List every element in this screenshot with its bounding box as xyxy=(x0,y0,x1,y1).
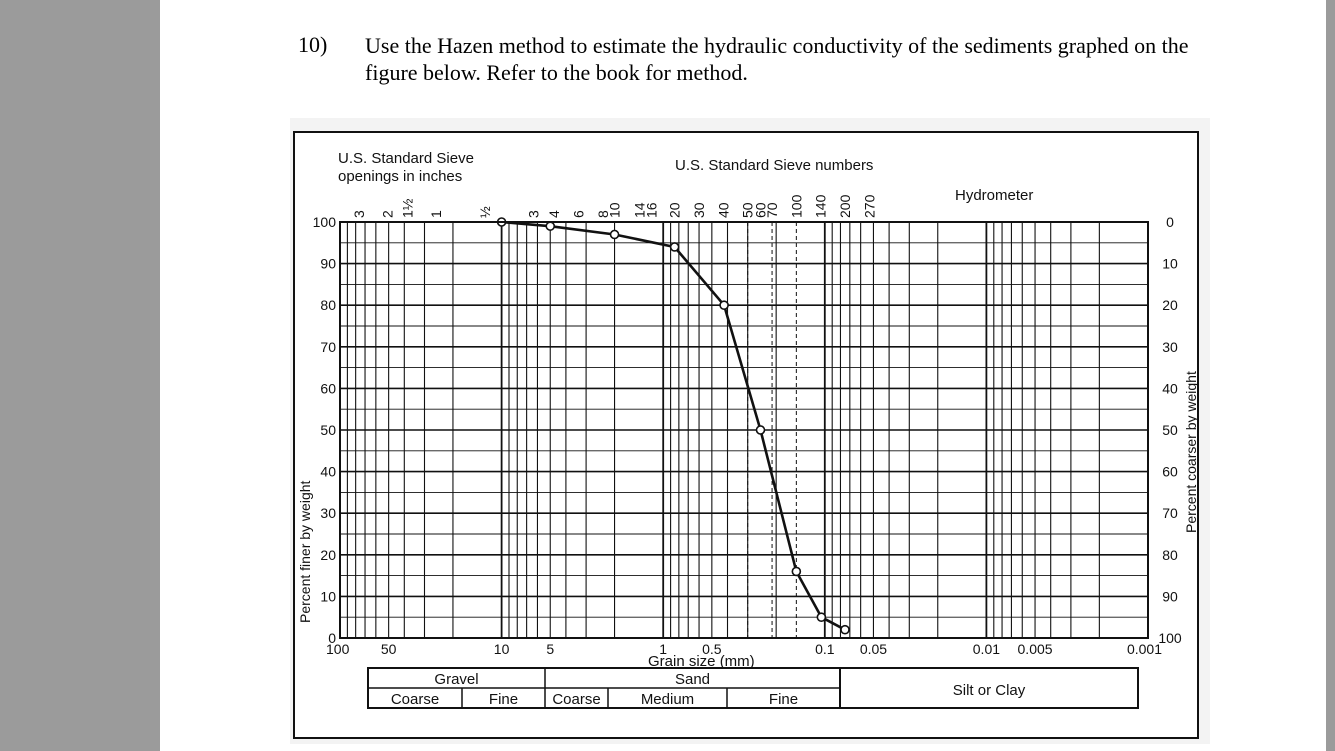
top-center-label: U.S. Standard Sieve numbers xyxy=(675,157,873,174)
gravel-fine-label: Fine xyxy=(489,691,518,708)
chart-grid xyxy=(339,221,1149,639)
y-left-tick-label: 80 xyxy=(320,297,336,313)
data-point xyxy=(816,612,827,623)
silt-clay-label: Silt or Clay xyxy=(953,682,1026,699)
y-right-tick-label: 100 xyxy=(1158,630,1182,646)
sieve-number-label: 60 xyxy=(752,202,768,218)
data-point xyxy=(791,566,802,577)
sieve-number-label: 14 xyxy=(632,202,648,218)
grain-size-distribution-figure: U.S. Standard Sieve openings in inches U… xyxy=(290,118,1210,744)
y-right-tick-label: 60 xyxy=(1162,464,1178,480)
y-right-tick-label: 70 xyxy=(1162,505,1178,521)
y-left-tick-label: 20 xyxy=(320,547,336,563)
sieve-number-label: 140 xyxy=(813,194,829,218)
sieve-number-label: 10 xyxy=(607,202,623,218)
sieve-number-label: 40 xyxy=(715,202,731,218)
y-left-tick-label: 90 xyxy=(320,256,336,272)
top-left-label-line2: openings in inches xyxy=(338,168,462,185)
sieve-number-label: 270 xyxy=(861,194,877,218)
inch-sieve-label: 1 xyxy=(428,210,444,218)
sand-fine-label: Fine xyxy=(769,691,798,708)
y-right-tick-label: 0 xyxy=(1166,214,1174,230)
document-page: 10) Use the Hazen method to estimate the… xyxy=(160,0,1326,751)
plot-area-border xyxy=(339,221,1149,639)
data-point xyxy=(545,221,556,231)
x-tick-label: 1 xyxy=(659,641,667,657)
sand-coarse-label: Coarse xyxy=(552,691,600,708)
x-tick-label: 0.001 xyxy=(1127,641,1162,657)
x-tick-label: 0.005 xyxy=(1018,641,1053,657)
inch-sieve-label: 3 xyxy=(351,210,367,218)
data-point xyxy=(840,624,850,635)
top-left-label-line1: U.S. Standard Sieve xyxy=(338,150,474,167)
sieve-number-label: 50 xyxy=(740,202,756,218)
data-point xyxy=(669,242,680,252)
x-tick-label: 0.01 xyxy=(973,641,1000,657)
sand-label: Sand xyxy=(675,671,710,688)
grading-curve xyxy=(496,217,850,635)
y-right-tick-label: 20 xyxy=(1162,297,1178,313)
gravel-label: Gravel xyxy=(434,671,478,688)
y-left-tick-label: 50 xyxy=(320,422,336,438)
sieve-number-label: 20 xyxy=(667,202,683,218)
y-left-tick-label: 0 xyxy=(328,630,336,646)
data-point xyxy=(755,425,766,435)
hydrometer-label: Hydrometer xyxy=(955,187,1033,204)
y-right-tick-label: 90 xyxy=(1162,588,1178,604)
axis-ticks: 0102030405060708090100100908070605040302… xyxy=(313,194,1182,657)
x-tick-label: 0.05 xyxy=(860,641,887,657)
x-tick-label: 0.1 xyxy=(815,641,835,657)
data-point xyxy=(719,300,729,310)
y-left-tick-label: 100 xyxy=(313,214,337,230)
soil-classification-table: Gravel Sand Silt or Clay Coarse Fine Coarse Me… xyxy=(367,667,1139,709)
question-number: 10) xyxy=(298,32,328,57)
sieve-number-label: 4 xyxy=(546,210,562,218)
gravel-coarse-label: Coarse xyxy=(391,691,439,708)
sieve-number-label: 70 xyxy=(764,202,780,218)
x-tick-label: 100 xyxy=(326,641,350,657)
y-left-tick-label: 40 xyxy=(320,464,336,480)
x-tick-label: 10 xyxy=(494,641,510,657)
right-scroll-area xyxy=(1326,0,1335,751)
sieve-number-label: 3 xyxy=(525,210,541,218)
sieve-number-label: 6 xyxy=(570,210,586,218)
sieve-number-label: 16 xyxy=(644,202,660,218)
sieve-number-label: 8 xyxy=(595,210,611,218)
right-axis-title: Percent coarser by weight xyxy=(1183,371,1199,533)
inch-sieve-label: ½ xyxy=(477,206,493,218)
sieve-number-label: 100 xyxy=(788,194,804,218)
question-text: Use the Hazen method to estimate the hyd… xyxy=(365,33,1189,85)
y-right-tick-label: 30 xyxy=(1162,339,1178,355)
data-point xyxy=(609,229,620,240)
x-tick-label: 5 xyxy=(546,641,554,657)
y-right-tick-label: 80 xyxy=(1162,547,1178,563)
inch-sieve-label: 2 xyxy=(380,210,396,218)
y-right-tick-label: 40 xyxy=(1162,380,1178,396)
y-left-tick-label: 30 xyxy=(320,505,336,521)
x-tick-label: 50 xyxy=(381,641,397,657)
inch-sieve-label: 1½ xyxy=(400,198,416,218)
sieve-number-label: 30 xyxy=(691,202,707,218)
sand-medium-label: Medium xyxy=(641,691,694,708)
grain-size-chart: U.S. Standard Sieve openings in inches U… xyxy=(293,131,1199,739)
y-left-tick-label: 70 xyxy=(320,339,336,355)
y-left-tick-label: 10 xyxy=(320,588,336,604)
x-axis-title: Grain size (mm) xyxy=(648,653,755,670)
x-tick-label: 0.5 xyxy=(702,641,722,657)
y-left-tick-label: 60 xyxy=(320,380,336,396)
sieve-number-label: 200 xyxy=(837,194,853,218)
left-axis-title: Percent finer by weight xyxy=(297,480,313,623)
y-right-tick-label: 50 xyxy=(1162,422,1178,438)
y-right-tick-label: 10 xyxy=(1162,256,1178,272)
